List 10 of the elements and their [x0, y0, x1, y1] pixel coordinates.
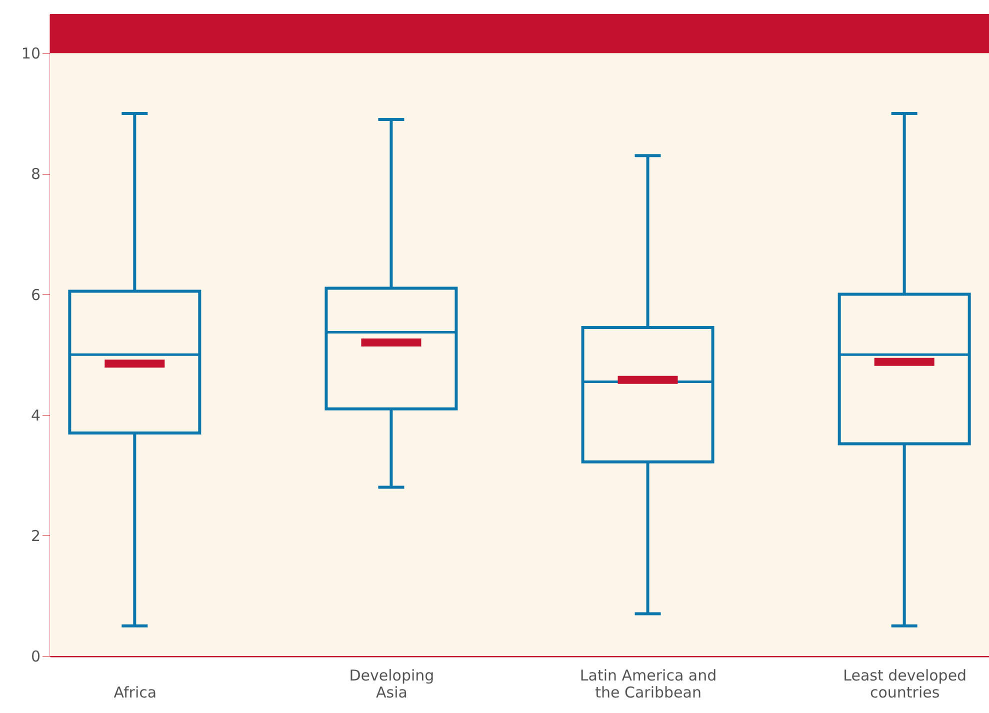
y-tick-label: 6: [30, 286, 40, 304]
y-tick-label: 0: [30, 648, 40, 666]
y-tick-label: 10: [21, 44, 40, 63]
y-tick-label: 2: [30, 526, 40, 545]
x-tick-label: Latin America and the Caribbean: [580, 666, 717, 702]
x-tick-label: Least developed countries: [843, 666, 967, 702]
x-tick-label: Africa: [114, 684, 157, 702]
y-tick-label: 4: [30, 406, 40, 424]
y-tick-label: 8: [30, 165, 40, 184]
x-tick-label: Developing Asia: [349, 666, 434, 702]
